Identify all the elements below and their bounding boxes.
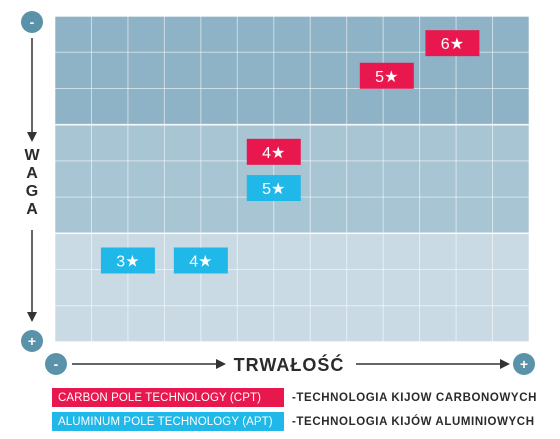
- plot-grid: [54, 15, 530, 343]
- point-box-s1-1: [100, 247, 155, 274]
- legend-item-cpt: CARBON POLE TECHNOLOGY (CPT) -TECHNOLOGI…: [52, 388, 537, 407]
- y-axis-bottom-circle: [21, 330, 43, 352]
- point-label-s1-2: 4★: [189, 254, 212, 271]
- legend-description-cpt: -TECHNOLOGIA KIJOW CARBONOWYCH: [292, 391, 538, 404]
- legend-item-apt: ALUMINUM POLE TECHNOLOGY (APT) -TECHNOLO…: [52, 412, 535, 431]
- y-axis-label-char: W: [24, 147, 40, 164]
- data-points: 6★ 5★ 4★ 5★ 3★ 4★: [100, 30, 480, 274]
- point-box-s0-0: [425, 30, 480, 57]
- legend-swatch-cpt: CARBON POLE TECHNOLOGY (CPT): [52, 388, 284, 407]
- x-axis-left-circle: [45, 353, 67, 375]
- legend-description-apt: -TECHNOLOGIA KIJÓW ALUMINIOWYCH: [292, 415, 535, 428]
- x-axis-arrowhead-mid: [216, 359, 226, 369]
- y-axis-label-char: A: [26, 201, 38, 218]
- point-label-s0-0: 6★: [441, 36, 464, 53]
- x-axis-right-label: +: [520, 356, 528, 372]
- x-axis-left-label: -: [54, 356, 59, 372]
- y-axis-top-circle: [21, 11, 43, 33]
- point-box-s1-2: [173, 247, 228, 274]
- x-axis-arrowhead: [500, 359, 510, 369]
- point-label-s1-1: 3★: [116, 254, 139, 271]
- y-axis-label-char: G: [26, 183, 38, 200]
- x-axis-right-circle: [513, 353, 535, 375]
- point-label-s1-0: 5★: [262, 181, 285, 198]
- point-box-s1-0: [246, 175, 301, 202]
- y-axis-arrowhead-mid: [27, 132, 37, 142]
- y-axis-label-char: A: [26, 165, 38, 182]
- point-label-s0-2: 4★: [262, 145, 285, 162]
- x-axis-title: TRWAŁOŚĆ: [234, 354, 345, 375]
- point-box-s0-2: [246, 138, 301, 165]
- point-box-s0-1: [359, 62, 414, 89]
- y-axis-arrowhead: [27, 312, 37, 322]
- legend-swatch-apt: ALUMINUM POLE TECHNOLOGY (APT): [52, 412, 284, 431]
- point-label-s0-1: 5★: [375, 69, 398, 86]
- y-axis-bottom-label: +: [28, 333, 36, 349]
- y-axis-top-label: -: [30, 14, 35, 30]
